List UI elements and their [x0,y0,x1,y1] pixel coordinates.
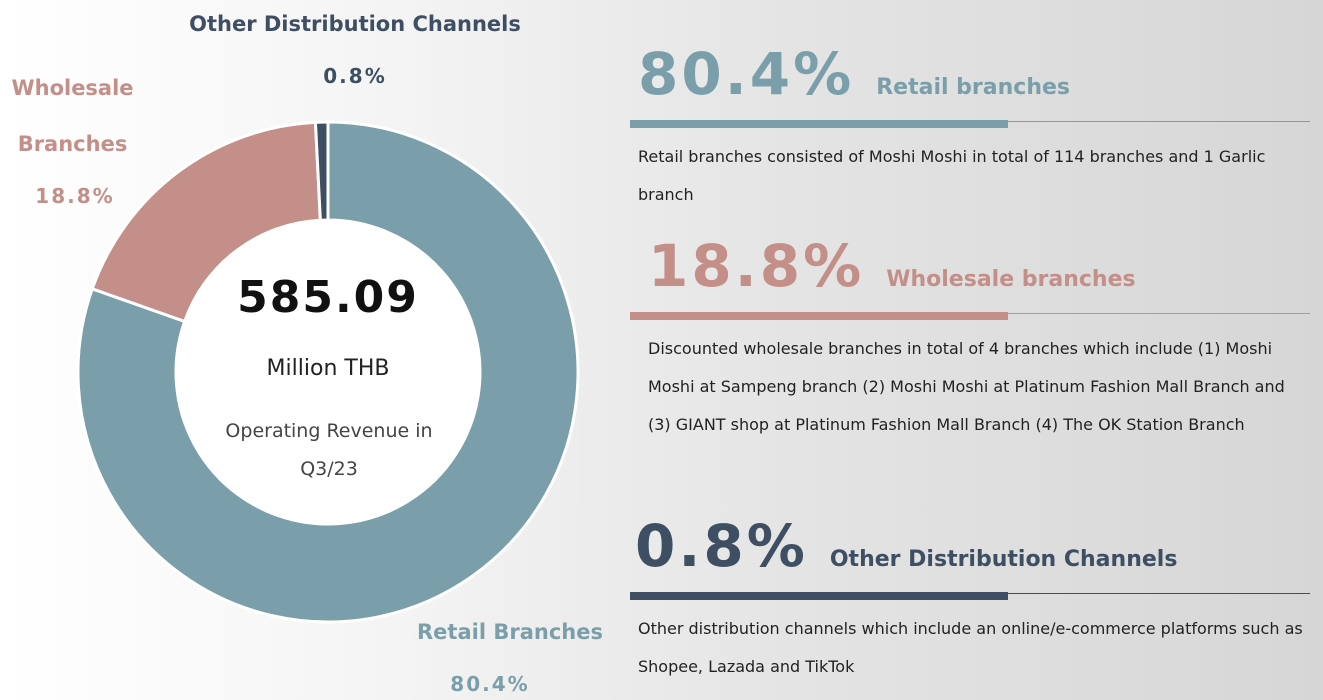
detail-percent: 80.4% [638,40,854,108]
rule-bar [630,120,1008,128]
detail-title: Wholesale branches [886,267,1135,292]
category-label: Other Distribution Channels [180,0,530,52]
detail-title: Other Distribution Channels [830,547,1178,572]
category-label: Retail Branches [405,604,615,660]
detail-percent: 0.8% [635,512,808,580]
detail-rule [630,592,1310,602]
detail-section: 0.8% Other Distribution Channels Other dis… [630,512,1310,686]
value-label: 80.4% [430,672,550,696]
center-caption: Operating Revenue in Q3/23 [210,412,448,488]
detail-text: Discounted wholesale branches in total o… [648,330,1310,444]
detail-heading: 80.4% Retail branches [638,40,1310,120]
detail-section: 18.8% Wholesale branches Discounted wholes… [630,232,1310,444]
value-label: 18.8% [15,184,135,208]
detail-text: Retail branches consisted of Moshi Moshi… [638,138,1310,214]
detail-percent: 18.8% [648,232,864,300]
category-label: Wholesale Branches [0,60,145,172]
value-label: 0.8% [295,64,415,88]
rule-bar [630,592,1008,600]
center-value: 585.09 [228,272,428,323]
detail-rule [630,312,1310,322]
detail-heading: 18.8% Wholesale branches [648,232,1310,312]
detail-text: Other distribution channels which includ… [638,610,1310,686]
detail-title: Retail branches [876,75,1070,100]
rule-bar [630,312,1008,320]
detail-heading: 0.8% Other Distribution Channels [635,512,1310,592]
page: 585.09 Million THB Operating Revenue in … [0,0,1323,700]
detail-rule [630,120,1310,130]
detail-section: 80.4% Retail branches Retail branches cons… [630,40,1310,214]
center-unit: Million THB [218,356,438,381]
